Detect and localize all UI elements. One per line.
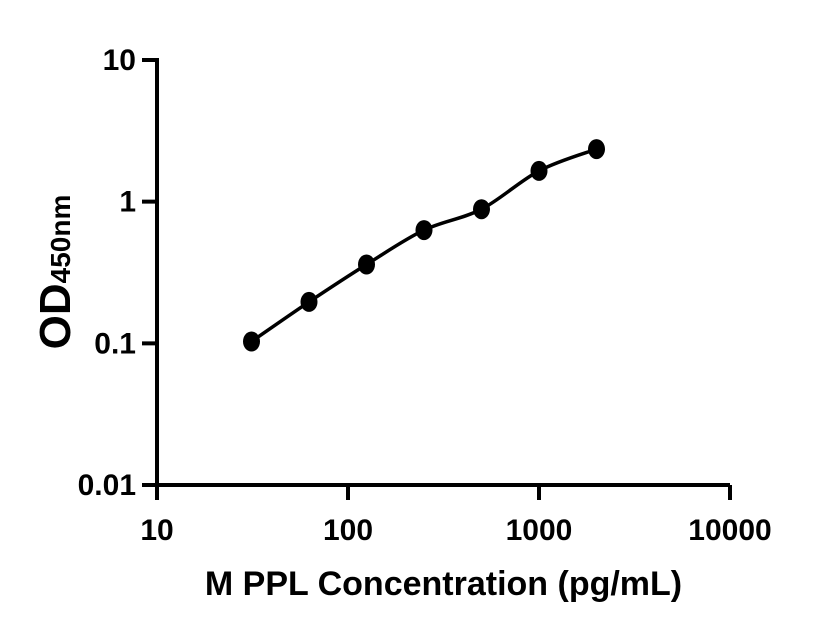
- x-axis-title: M PPL Concentration (pg/mL): [204, 565, 683, 603]
- x-tick-label: 10: [140, 514, 173, 547]
- y-axis-title-450nm: 450nm: [45, 194, 76, 284]
- data-point-marker: [530, 160, 548, 181]
- data-point-marker: [473, 199, 490, 220]
- y-tick-label: 0.01: [78, 469, 136, 502]
- x-tick-label: 10000: [688, 514, 771, 547]
- data-point-marker: [358, 254, 375, 275]
- y-tick-label: 10: [103, 44, 136, 77]
- x-tick-label: 100: [323, 514, 373, 547]
- axes: 10 100 1000 10000 0.01 0.1 1 10: [78, 44, 772, 547]
- x-tick-label: 1000: [506, 514, 573, 547]
- y-tick-label: 0.1: [94, 327, 136, 360]
- data-point-marker: [415, 220, 433, 241]
- data-point-marker: [300, 291, 318, 312]
- data-point-marker: [243, 331, 260, 352]
- data-point-marker: [588, 139, 605, 160]
- data-points-group: [243, 139, 605, 352]
- y-axis-title: OD450nm: [31, 195, 81, 350]
- y-axis-title-od: OD: [31, 283, 80, 350]
- y-tick-label: 1: [119, 186, 136, 219]
